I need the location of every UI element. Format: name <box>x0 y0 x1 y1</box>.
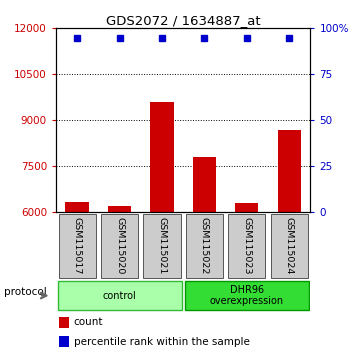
Bar <box>193 157 216 212</box>
Text: DHR96
overexpression: DHR96 overexpression <box>210 285 284 307</box>
Bar <box>58 317 69 328</box>
Text: GSM115017: GSM115017 <box>73 217 82 275</box>
Bar <box>185 281 309 310</box>
Bar <box>65 202 89 212</box>
Bar <box>58 281 182 310</box>
Text: GSM115022: GSM115022 <box>200 217 209 275</box>
Bar <box>271 214 308 278</box>
Text: percentile rank within the sample: percentile rank within the sample <box>74 337 250 347</box>
Bar <box>150 102 174 212</box>
Text: control: control <box>103 291 136 301</box>
Text: GSM115024: GSM115024 <box>285 217 294 275</box>
Bar <box>235 203 258 212</box>
Bar <box>228 214 265 278</box>
Bar <box>186 214 223 278</box>
Text: protocol: protocol <box>4 287 47 297</box>
Title: GDS2072 / 1634887_at: GDS2072 / 1634887_at <box>106 14 261 27</box>
Bar <box>143 214 180 278</box>
Text: count: count <box>74 318 103 327</box>
Text: GSM115021: GSM115021 <box>157 217 166 275</box>
Text: GSM115020: GSM115020 <box>115 217 124 275</box>
Bar <box>58 336 69 347</box>
Bar <box>58 214 96 278</box>
Text: GSM115023: GSM115023 <box>242 217 251 275</box>
Bar <box>108 206 131 212</box>
Bar <box>278 130 301 212</box>
Bar <box>101 214 138 278</box>
